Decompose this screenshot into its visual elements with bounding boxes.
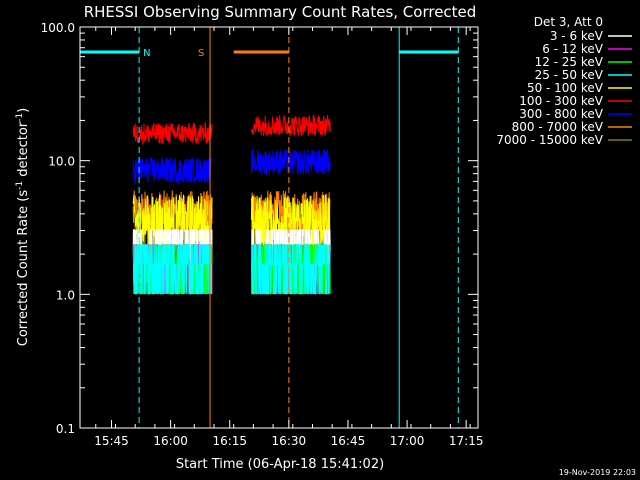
y-axis-label-sup: -1 bbox=[15, 181, 25, 190]
y-axis-label-part: ) bbox=[16, 108, 31, 113]
series-line-6 bbox=[132, 156, 213, 184]
legend-label-6: 300 - 800 keV bbox=[519, 107, 603, 121]
x-tick-label-6: 17:15 bbox=[449, 434, 484, 448]
y-tick-label-1: 10.0 bbox=[48, 155, 75, 169]
x-axis-label: Start Time (06-Apr-18 15:41:02) bbox=[176, 457, 384, 472]
x-tick-label-5: 17:00 bbox=[390, 434, 425, 448]
x-tick-label-4: 16:45 bbox=[331, 434, 366, 448]
y-axis-label-part: detector bbox=[16, 121, 31, 181]
legend-label-8: 7000 - 15000 keV bbox=[496, 133, 603, 147]
series-line-5 bbox=[132, 122, 213, 145]
y-tick-label-0: 100.0 bbox=[41, 21, 75, 35]
y-axis-label-sup: -1 bbox=[15, 113, 25, 122]
series-line-3 bbox=[251, 244, 331, 295]
x-tick-label-2: 16:15 bbox=[212, 434, 247, 448]
x-tick-label-0: 15:45 bbox=[94, 434, 129, 448]
series-line-5 bbox=[250, 114, 331, 136]
plot-frame bbox=[79, 26, 479, 429]
flag-label-S: S bbox=[198, 48, 204, 59]
legend-label-1: 6 - 12 keV bbox=[542, 42, 604, 56]
y-axis-label: Corrected Count Rate (s-1 detector-1) bbox=[15, 108, 31, 346]
chart-title: RHESSI Observing Summary Count Rates, Co… bbox=[84, 3, 477, 21]
series-line-4 bbox=[132, 194, 213, 249]
series-line-6 bbox=[250, 149, 331, 175]
series-line-3 bbox=[133, 244, 213, 295]
legend-label-5: 100 - 300 keV bbox=[519, 94, 603, 108]
legend-label-0: 3 - 6 keV bbox=[550, 29, 604, 43]
y-tick-label-2: 1.0 bbox=[56, 288, 75, 302]
y-axis-label-part: Corrected Count Rate (s bbox=[16, 190, 31, 347]
x-tick-label-1: 16:00 bbox=[153, 434, 188, 448]
legend-title: Det 3, Att 0 bbox=[534, 15, 603, 29]
y-tick-label-3: 0.1 bbox=[56, 422, 75, 436]
legend-label-3: 25 - 50 keV bbox=[535, 68, 604, 82]
series-line-4 bbox=[250, 194, 331, 249]
flag-label-N: N bbox=[143, 48, 150, 59]
legend-label-2: 12 - 25 keV bbox=[535, 55, 604, 69]
legend-label-4: 50 - 100 keV bbox=[527, 81, 604, 95]
x-tick-label-3: 16:30 bbox=[272, 434, 307, 448]
date-stamp: 19-Nov-2019 22:03 bbox=[559, 468, 636, 477]
axes: 15:45 16:00 16:15 16:30 16:45 17:00 17:15 100.0… bbox=[41, 21, 484, 448]
legend-label-7: 800 - 7000 keV bbox=[512, 120, 604, 134]
